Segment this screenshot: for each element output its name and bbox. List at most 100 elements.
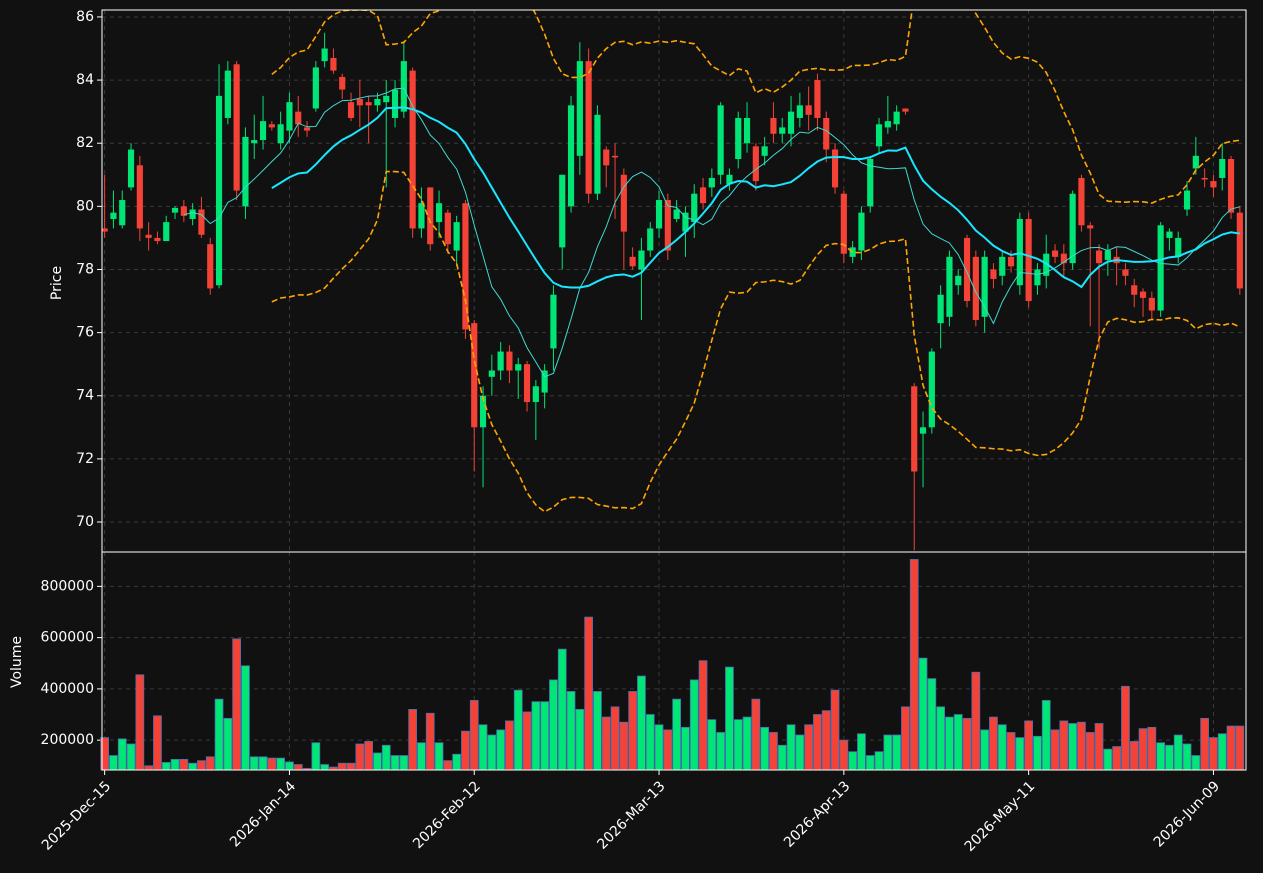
volume-bar (883, 734, 893, 771)
volume-bar (399, 755, 409, 771)
candle-body (427, 187, 434, 245)
volume-bar (188, 762, 197, 771)
candle-body (691, 193, 698, 223)
volume-bar (830, 689, 840, 771)
volume-bar (390, 755, 400, 771)
candle-body (805, 105, 812, 115)
candle-body (163, 222, 170, 242)
volume-bar (716, 732, 725, 771)
volume-bar (654, 724, 664, 771)
volume-bar (214, 698, 224, 771)
volume-bar (689, 679, 699, 771)
candle-body (479, 395, 487, 428)
volume-bar (355, 743, 365, 771)
candle-body (875, 124, 883, 147)
volume-bar (109, 755, 118, 771)
candle-body (567, 105, 575, 207)
volume-bar (346, 762, 356, 771)
candle-body (1183, 190, 1191, 210)
volume-bar (1121, 685, 1130, 771)
volume-bar (144, 765, 153, 771)
candle-body (145, 234, 152, 238)
volume-bar (364, 741, 373, 771)
candle-body (497, 351, 504, 371)
candle-body (321, 48, 328, 62)
volume-bar (126, 743, 136, 771)
candle-body (664, 200, 671, 251)
candle-body (374, 99, 381, 106)
volume-bar (320, 764, 329, 771)
volume-bar (197, 760, 206, 771)
volume-bar (1033, 735, 1042, 771)
volume-bar (733, 719, 743, 771)
candle-body (506, 351, 513, 371)
candle-body (312, 67, 319, 109)
volume-bar (478, 724, 488, 771)
volume-bar (593, 691, 602, 771)
candle-body (418, 203, 425, 229)
volume-tick-label: 800000 (41, 578, 94, 594)
candle-body (814, 80, 821, 118)
volume-bar (161, 762, 171, 771)
volume-bar (337, 762, 347, 771)
candle-body (594, 114, 601, 194)
candle-body (154, 237, 161, 242)
candle-body (462, 203, 469, 330)
volume-bar (1094, 723, 1104, 771)
volume-bar (628, 691, 637, 771)
candle-body (1210, 181, 1217, 188)
volume-bar (1103, 748, 1113, 771)
volume-bar (698, 660, 708, 771)
y-tick-label: 74 (76, 388, 94, 404)
candle-body (647, 228, 654, 251)
candle-body (444, 212, 451, 245)
volume-bar (707, 719, 717, 771)
candle-body (347, 102, 355, 118)
volume-bar (575, 708, 585, 771)
candle-body (919, 427, 927, 434)
candle-body (955, 275, 962, 286)
candle-body (717, 105, 724, 175)
volume-bar (1068, 723, 1078, 771)
candle-body (356, 99, 363, 106)
volume-bar (971, 671, 981, 771)
candle-body (400, 61, 407, 112)
volume-bar (452, 753, 461, 771)
candle-body (110, 212, 117, 219)
candle-body (1043, 253, 1050, 276)
volume-bar (417, 742, 426, 771)
candle-body (1122, 269, 1129, 276)
volume-bar (1077, 721, 1086, 771)
volume-bar (813, 714, 822, 771)
volume-bar (1173, 734, 1183, 771)
candle-body (391, 89, 399, 118)
volume-bar (848, 751, 857, 771)
candle-body (1087, 225, 1094, 229)
candle-body (823, 117, 830, 150)
candle-body (629, 256, 636, 267)
candle-body (735, 117, 742, 159)
volume-bar (751, 698, 761, 771)
candle-body (471, 323, 478, 428)
candle-body (1219, 158, 1226, 178)
volume-bar (232, 638, 241, 771)
candle-body (779, 127, 786, 134)
volume-bar (645, 714, 655, 771)
candle-body (488, 370, 495, 377)
candle-body (902, 108, 909, 112)
candle-body (1139, 291, 1147, 298)
volume-bar (1129, 741, 1139, 771)
volume-tick-label: 600000 (41, 630, 94, 646)
volume-bar (549, 679, 558, 771)
candle-body (453, 222, 460, 251)
volume-bar (681, 726, 690, 771)
volume-tick-label: 400000 (41, 681, 94, 697)
candle-body (277, 124, 284, 144)
volume-bar (1165, 744, 1174, 771)
candle-body (532, 386, 539, 403)
bollinger-lower (271, 170, 1241, 513)
volume-bar (566, 691, 576, 771)
volume-bar (135, 674, 145, 771)
volume-bar (997, 724, 1007, 771)
